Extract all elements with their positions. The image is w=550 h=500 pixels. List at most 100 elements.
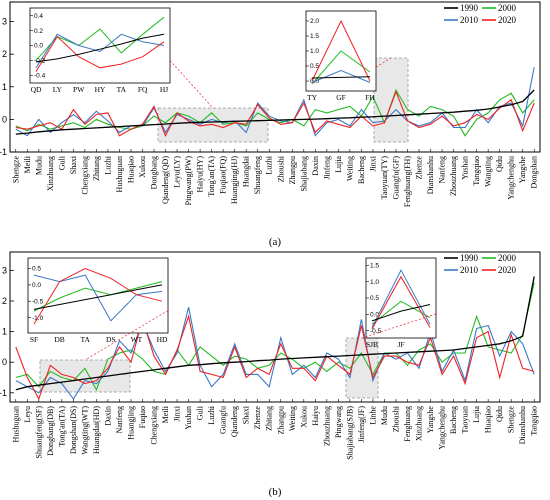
inset-y-tick-label: 0.4: [34, 13, 43, 20]
x-tick-label: Huangdai: [242, 155, 251, 187]
inset-y-tick-label: 0.5: [310, 63, 319, 70]
x-tick-label: Taoyuan(TY): [380, 156, 389, 200]
inset-y-tick-label: 1.0: [370, 279, 379, 286]
inset-x-tick-label: DS: [106, 335, 116, 344]
y-tick-label: 1: [2, 327, 7, 337]
inset-x-tick-label: FH: [365, 93, 375, 102]
legend-label-1990: 1990: [460, 253, 479, 263]
x-tick-label: Luzhi: [103, 155, 112, 174]
panel-b-x-axis: Hushuguan Leyu Shuangfeng(SF) Dongbang(DB) T…: [11, 399, 539, 460]
x-tick-label: Dongshan(DS): [69, 406, 78, 454]
x-tick-label: Yangchenghu: [438, 406, 447, 450]
x-tick-label: Dongbang(DB): [46, 406, 55, 456]
series-line-2020: [15, 90, 535, 138]
x-tick-label: Zhenze: [253, 406, 262, 430]
x-tick-label: Yushan: [184, 406, 193, 430]
inset-series-line-2020: [311, 19, 371, 82]
inset-x-tick-label: FQ: [138, 85, 148, 94]
x-tick-label: Huaqiao: [484, 406, 493, 433]
x-tick-label: Guangfu(GF): [391, 156, 400, 200]
x-tick-label: Wangting(WT): [80, 406, 89, 455]
inset-x-tick-label: QD: [31, 85, 42, 94]
x-tick-label: Daxin: [103, 406, 112, 426]
x-tick-label: Hushuguan: [11, 406, 20, 442]
inset-x-tick-label: HJ: [160, 85, 168, 94]
inset-x-tick-label: TA: [117, 85, 127, 94]
legend-label-2000: 2000: [498, 253, 517, 263]
highlight-region: [39, 359, 131, 393]
inset-series-line-2000: [311, 50, 371, 85]
x-tick-label: Qidu: [495, 156, 504, 172]
inset-series-line-1990: [35, 33, 165, 63]
inset-series-line-2020: [33, 267, 163, 325]
x-tick-label: Luzhi: [265, 155, 274, 174]
x-tick-label: Weiting: [345, 156, 354, 181]
x-tick-label: Zhouzhuang: [322, 406, 331, 446]
series-line-2010: [15, 306, 535, 400]
highlight-region: [373, 57, 409, 143]
y-tick-label: 2: [2, 49, 7, 59]
x-tick-label: Guli: [196, 405, 205, 420]
x-tick-label: Bacheng: [357, 156, 366, 184]
x-tick-label: Dongbang: [150, 156, 159, 189]
panel-a-inset-2: 2.01.51.00.50.0TY GF FH: [305, 10, 392, 102]
y-tick-label: 3: [2, 17, 7, 27]
inset-x-tick-label: WT: [131, 335, 143, 344]
y-tick-label: 3: [2, 265, 7, 275]
inset-x-tick-label: SJB: [366, 340, 378, 349]
x-tick-label: Shaxi: [69, 155, 78, 174]
x-tick-label: Zhitang: [92, 156, 101, 181]
x-tick-label: Zhangpu: [276, 406, 285, 434]
x-tick-label: Huangjing: [126, 406, 135, 440]
x-tick-label: Yangshe: [426, 406, 435, 434]
x-tick-label: Meili: [161, 405, 170, 423]
inset-connector: [84, 310, 169, 361]
y-tick-label: 1: [2, 82, 7, 92]
x-tick-label: Leyu: [23, 406, 32, 422]
x-tick-label: Fenghuang: [403, 406, 412, 442]
x-tick-label: Lujia: [334, 156, 343, 173]
x-tick-label: Nanfeng: [115, 406, 124, 434]
panel-a-x-axis: Shengze Meili Mudu Xinzhuang Guli Shaxi Chengx…: [11, 149, 539, 207]
inset-series-line-2010: [35, 33, 165, 69]
inset-y-tick-label: 0.0: [34, 43, 43, 50]
inset-series-line-2010: [311, 69, 371, 83]
x-tick-label: Xinzhuang: [46, 156, 55, 191]
x-tick-label: Dongshan: [530, 156, 539, 188]
inset-y-tick-label: 0.0: [370, 312, 379, 319]
x-tick-label: Xinzhuang: [415, 406, 424, 441]
x-tick-label: Zhoushi: [276, 155, 285, 182]
x-tick-label: Bacheng: [449, 406, 458, 434]
x-tick-label: Tong'an(TA): [57, 406, 66, 447]
x-tick-label: Chengxiang: [80, 156, 89, 195]
x-tick-label: Wangting: [484, 156, 493, 187]
legend-label-2020: 2020: [498, 265, 517, 275]
x-tick-label: Lujia: [472, 406, 481, 423]
x-tick-label: Daxin: [311, 156, 320, 176]
x-tick-label: Jinfeng: [322, 156, 331, 180]
x-tick-label: Jinxi: [368, 155, 377, 171]
x-tick-label: Jinxi: [173, 405, 182, 421]
y-tick-label: 0: [2, 114, 7, 124]
legend-label-2010: 2010: [460, 265, 479, 275]
x-tick-label: Haiyu(HY): [196, 156, 205, 193]
x-tick-label: Qiandeng: [230, 406, 239, 437]
panel-b-caption: (b): [269, 486, 282, 498]
inset-series-line-1990: [33, 284, 163, 310]
legend-label-2020: 2020: [498, 15, 517, 25]
x-tick-label: Huaqiao: [126, 156, 135, 183]
x-tick-label: Huangdai(HD): [92, 406, 101, 454]
panel-a-inset-1: 0.40.20.0-0.2-0.4QD LY PW HY TA FQ HJ: [29, 7, 214, 109]
inset-x-tick-label: HY: [95, 85, 106, 94]
y-tick-label: 2: [2, 296, 7, 306]
legend-label-1990: 1990: [460, 3, 479, 13]
x-tick-label: Dianshanhu: [518, 406, 527, 444]
x-tick-label: Tong'an(TA): [207, 156, 216, 197]
x-tick-label: Zhouzhuang: [449, 156, 458, 196]
inset-y-tick-label: 0.0: [32, 282, 41, 289]
series-line-2010: [15, 67, 535, 137]
x-tick-label: Tangqiao: [472, 156, 481, 186]
inset-x-tick-label: TY: [307, 93, 318, 102]
x-tick-label: Dianshanhu: [426, 156, 435, 194]
